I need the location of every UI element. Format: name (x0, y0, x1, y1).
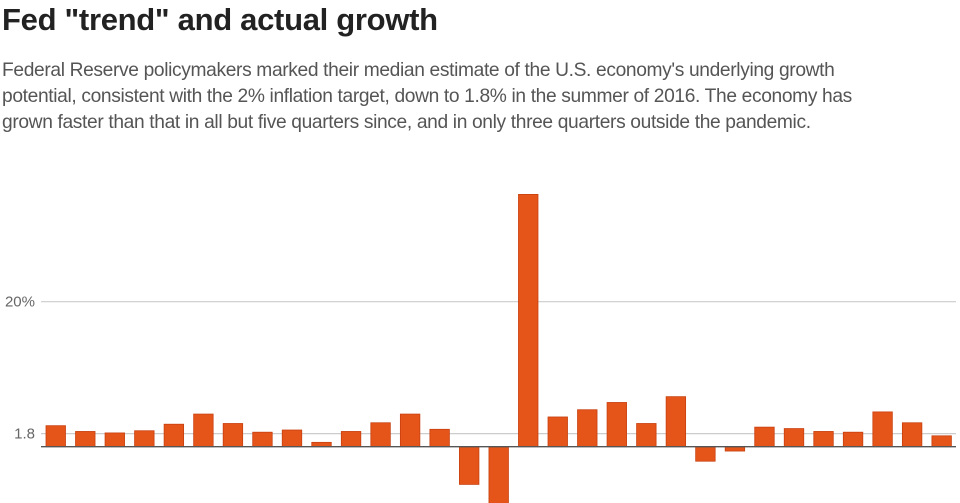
y-tick-label: 20% (5, 294, 35, 311)
bar (222, 423, 244, 448)
bar (842, 431, 864, 448)
y-tick-label: 1.8 (14, 426, 35, 443)
bar (134, 430, 155, 448)
subtitle-line: grown faster than that in all but five q… (2, 112, 811, 133)
bar (459, 446, 480, 485)
bar (488, 446, 509, 503)
bar (281, 429, 303, 448)
subtitle-line: potential, consistent with the 2% inflat… (2, 86, 852, 107)
bar (665, 396, 687, 448)
bar (163, 423, 185, 448)
bar (75, 431, 96, 448)
bar (813, 431, 834, 448)
bar (577, 409, 598, 448)
bar (193, 413, 214, 448)
bar (783, 428, 805, 448)
bar (399, 413, 421, 448)
reference-lines: 20% 1.8 (5, 294, 956, 443)
bar (45, 425, 66, 448)
bar (901, 422, 923, 448)
bars (45, 193, 952, 503)
bar (370, 422, 391, 448)
bar (518, 193, 539, 448)
subtitle-line: Federal Reserve policymakers marked thei… (2, 60, 835, 81)
bar (104, 432, 125, 448)
bar (754, 426, 775, 448)
bar (606, 402, 627, 448)
bar (636, 423, 657, 448)
bar (695, 446, 716, 462)
bar (872, 411, 893, 448)
bar (931, 435, 952, 448)
chart-subtitle: Federal Reserve policymakers marked thei… (2, 58, 952, 136)
bar (429, 428, 450, 448)
chart-title: Fed "trend" and actual growth (2, 2, 438, 37)
bar (252, 431, 273, 448)
bar (340, 431, 362, 448)
bar (547, 416, 568, 448)
